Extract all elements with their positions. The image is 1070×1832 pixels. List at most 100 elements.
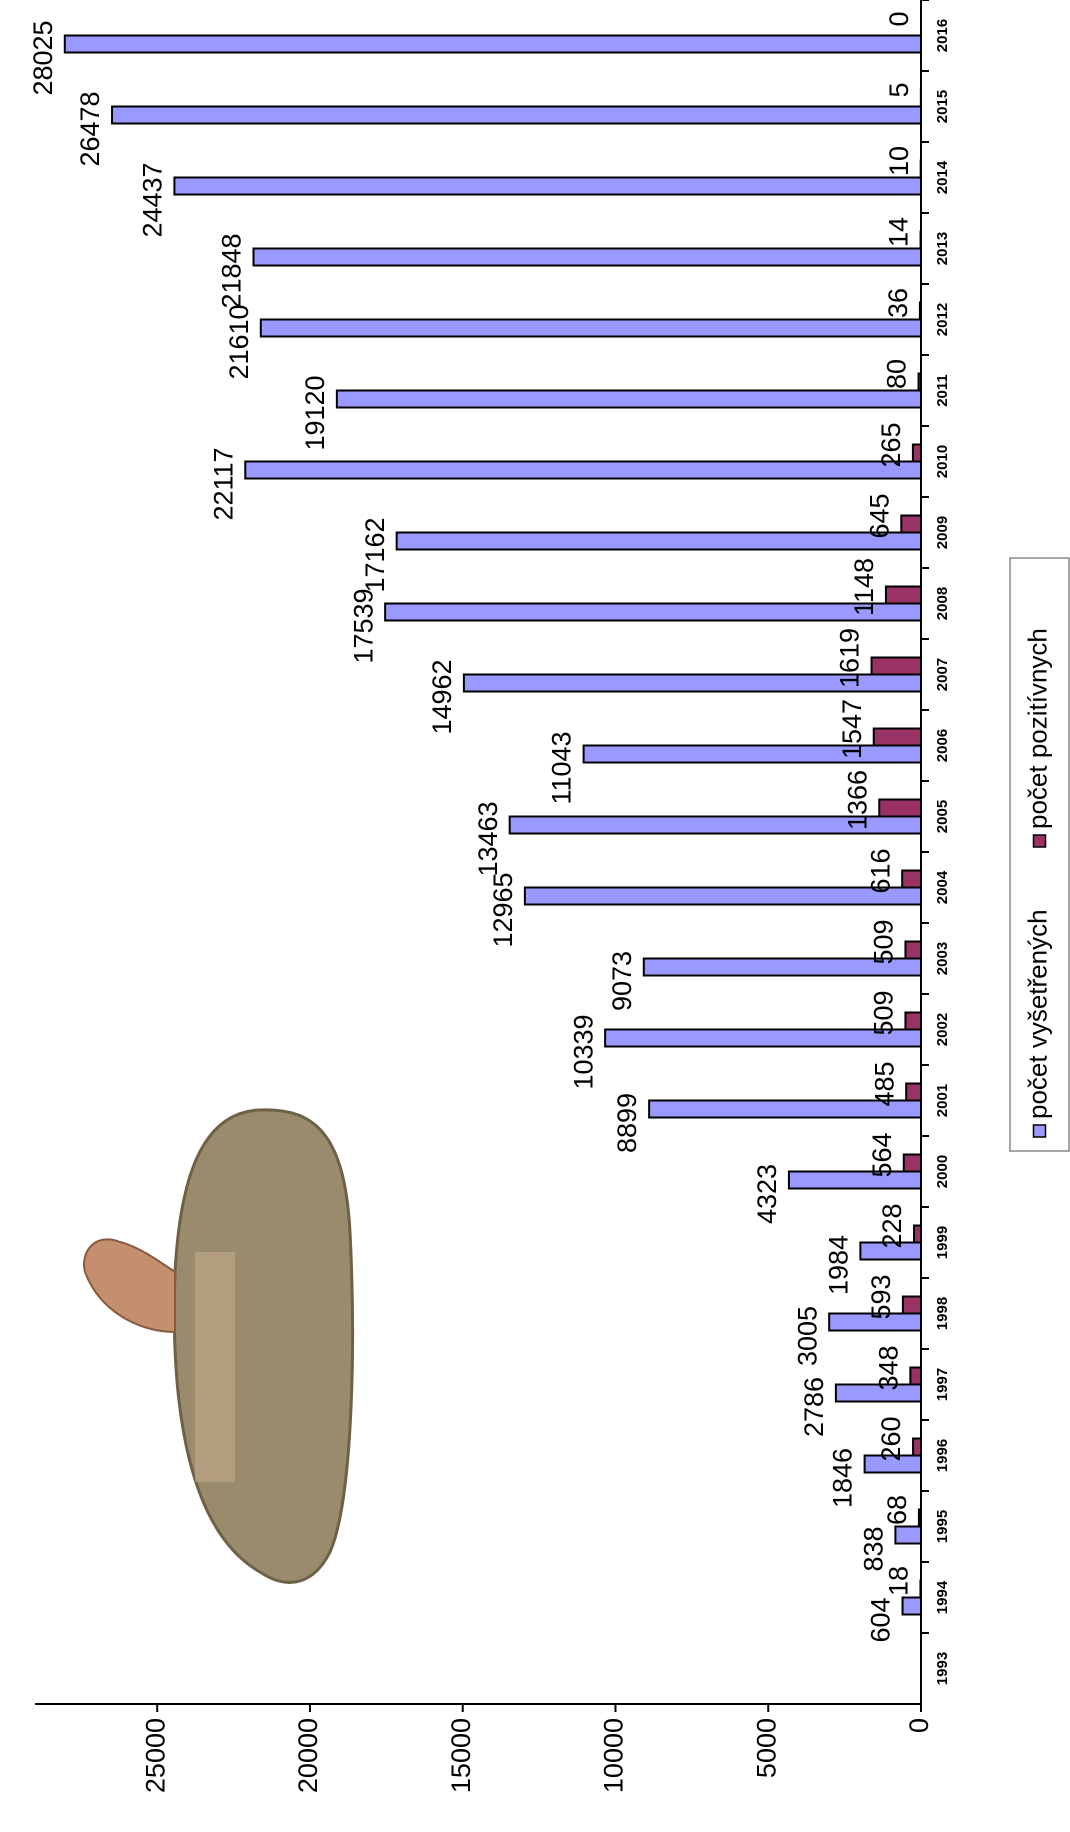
data-label: 260 xyxy=(876,1416,906,1461)
legend-label: počet pozitívnych xyxy=(1022,628,1052,829)
bar xyxy=(919,1579,923,1599)
bar xyxy=(523,886,922,906)
bar xyxy=(259,318,923,338)
data-label: 593 xyxy=(866,1274,896,1319)
x-tick-label: 2008 xyxy=(934,587,951,620)
bar xyxy=(508,815,922,835)
bar xyxy=(834,1383,922,1403)
x-tick-label: 1993 xyxy=(934,1652,951,1685)
bar xyxy=(642,957,922,977)
data-label: 24437 xyxy=(138,162,168,237)
y-tick-label: 20000 xyxy=(293,1718,323,1793)
x-tick-label: 2016 xyxy=(934,19,951,52)
data-label: 1148 xyxy=(849,558,879,616)
data-label: 14962 xyxy=(427,659,457,734)
data-label: 1984 xyxy=(824,1235,854,1295)
bar xyxy=(900,514,922,534)
y-tick-label: 5000 xyxy=(751,1718,781,1778)
bar xyxy=(901,1295,922,1315)
bar xyxy=(912,1437,923,1457)
x-tick-label: 1994 xyxy=(934,1580,951,1614)
bar xyxy=(905,1082,923,1102)
data-label: 485 xyxy=(869,1061,899,1106)
data-label: 36 xyxy=(883,288,913,318)
x-tick-label: 1999 xyxy=(934,1226,951,1259)
bar xyxy=(244,460,922,480)
x-tick-label: 2013 xyxy=(934,232,951,265)
y-tick-label: 0 xyxy=(904,1718,934,1733)
data-label: 18 xyxy=(884,1566,914,1596)
data-label: 21848 xyxy=(217,233,247,308)
data-label: 19120 xyxy=(300,375,330,450)
bar xyxy=(894,1525,922,1545)
x-tick-label: 2014 xyxy=(934,160,951,194)
data-label: 26478 xyxy=(75,91,105,166)
data-label: 13463 xyxy=(473,801,503,876)
data-label: 0 xyxy=(884,11,914,26)
data-label: 14 xyxy=(884,217,914,247)
bar xyxy=(904,940,922,960)
bar xyxy=(395,531,922,551)
data-label: 80 xyxy=(882,359,912,389)
data-label: 509 xyxy=(869,919,899,964)
data-label: 17162 xyxy=(360,517,390,592)
data-label: 1547 xyxy=(837,699,867,759)
data-label: 265 xyxy=(876,422,906,467)
data-label: 17539 xyxy=(348,588,378,663)
mole-illustration xyxy=(83,1108,355,1584)
data-label: 9073 xyxy=(607,951,637,1011)
data-label: 8899 xyxy=(612,1093,642,1153)
bar xyxy=(901,1596,922,1616)
x-tick-label: 2010 xyxy=(934,445,951,478)
bar xyxy=(335,389,923,409)
legend-swatch xyxy=(1032,1124,1047,1138)
y-tick-label: 15000 xyxy=(446,1718,476,1793)
bar xyxy=(901,869,922,889)
x-tick-label: 2015 xyxy=(934,90,951,123)
bar xyxy=(787,1170,923,1190)
bar xyxy=(462,673,922,693)
legend-swatch xyxy=(1032,834,1047,848)
y-tick-label: 10000 xyxy=(599,1718,629,1793)
y-tick-label: 25000 xyxy=(140,1718,170,1793)
data-label: 11043 xyxy=(547,731,577,804)
data-label: 10339 xyxy=(568,1014,598,1089)
bar xyxy=(913,1224,922,1244)
data-label: 228 xyxy=(877,1203,907,1248)
data-label: 645 xyxy=(864,493,894,538)
x-tick-label: 2001 xyxy=(934,1084,951,1117)
bar xyxy=(63,34,923,54)
data-label: 21610 xyxy=(224,304,254,379)
legend-box xyxy=(1009,557,1070,1152)
data-label: 1619 xyxy=(835,628,865,688)
data-label: 604 xyxy=(866,1597,896,1642)
x-tick-label: 2009 xyxy=(934,516,951,549)
x-tick-label: 2011 xyxy=(934,374,951,407)
data-label: 5 xyxy=(884,82,914,97)
bar xyxy=(648,1099,922,1119)
bar xyxy=(173,176,922,196)
bar xyxy=(902,1153,922,1173)
data-label: 838 xyxy=(859,1526,889,1571)
x-tick-label: 2004 xyxy=(934,870,951,904)
data-label: 22117 xyxy=(208,447,238,520)
bar xyxy=(111,105,922,125)
data-label: 509 xyxy=(869,990,899,1035)
bar xyxy=(911,443,923,463)
x-tick-label: 2006 xyxy=(934,729,951,762)
bar xyxy=(863,1454,922,1474)
x-tick-label: 2002 xyxy=(934,1013,951,1046)
data-label: 10 xyxy=(884,146,914,176)
bar xyxy=(604,1028,922,1048)
x-tick-label: 2003 xyxy=(934,942,951,975)
data-label: 12965 xyxy=(488,872,518,947)
data-label: 4323 xyxy=(752,1164,782,1224)
bar xyxy=(828,1312,923,1332)
x-tick-label: 2007 xyxy=(934,658,951,691)
x-tick-label: 2005 xyxy=(934,800,951,833)
data-label: 616 xyxy=(865,848,895,893)
data-label: 564 xyxy=(867,1132,897,1177)
data-label: 68 xyxy=(882,1495,912,1525)
data-label: 3005 xyxy=(792,1306,822,1366)
